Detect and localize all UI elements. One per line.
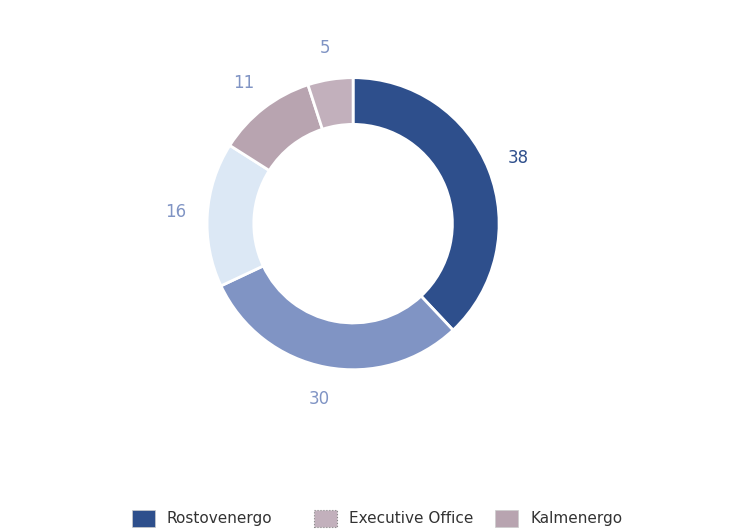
Wedge shape <box>353 78 499 330</box>
Text: 30: 30 <box>309 390 330 408</box>
Wedge shape <box>207 145 269 286</box>
Wedge shape <box>221 266 453 370</box>
Text: 11: 11 <box>233 74 254 92</box>
Text: 16: 16 <box>165 203 186 221</box>
Wedge shape <box>230 85 322 170</box>
Legend: Rostovenergo, Astrakhanenergo, Executive Office, Volgogradenergo, Kalmenergo: Rostovenergo, Astrakhanenergo, Executive… <box>126 503 628 531</box>
Text: 38: 38 <box>509 149 530 167</box>
Text: 5: 5 <box>320 39 331 57</box>
Wedge shape <box>308 78 353 129</box>
